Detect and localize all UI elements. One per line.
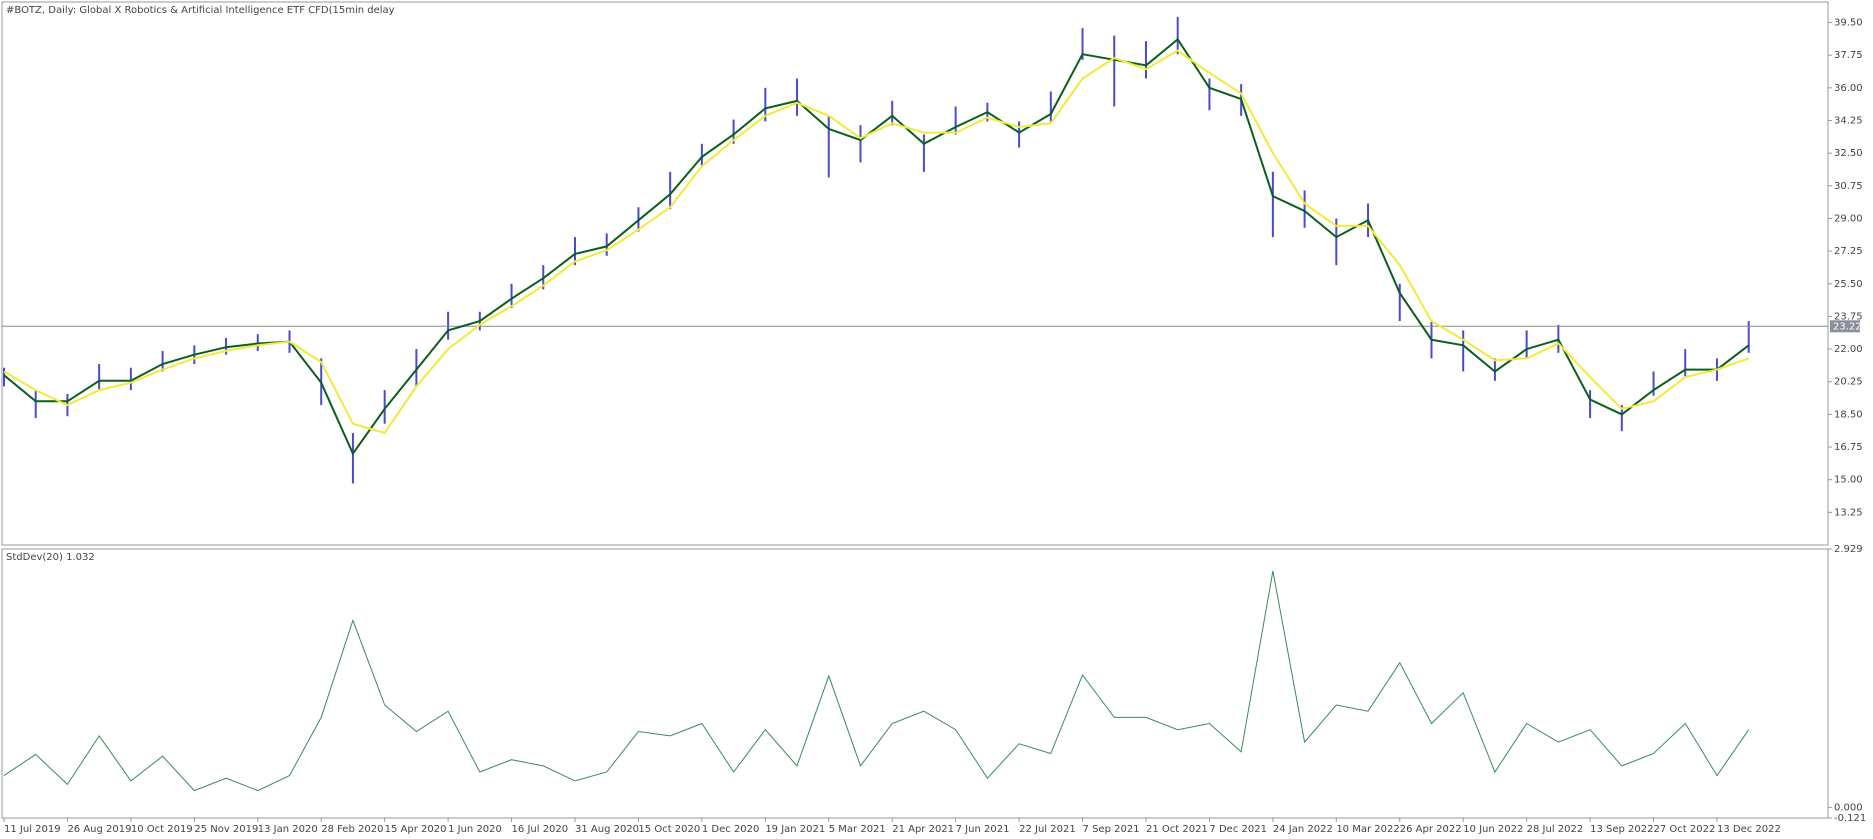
y-tick-label: 34.25 bbox=[1834, 115, 1863, 126]
y-tick-label: 25.50 bbox=[1834, 279, 1863, 290]
y-tick-label: 22.00 bbox=[1834, 344, 1863, 355]
y-tick-label: 15.00 bbox=[1834, 475, 1863, 486]
x-tick-label: 10 Oct 2019 bbox=[131, 824, 193, 835]
main-panel-frame bbox=[1, 1, 1829, 546]
x-tick-label: 13 Jan 2020 bbox=[258, 824, 318, 835]
y-tick-label: 37.75 bbox=[1834, 50, 1863, 61]
x-tick-label: 21 Apr 2021 bbox=[892, 824, 954, 835]
x-tick-label: 19 Jan 2021 bbox=[765, 824, 825, 835]
series-line bbox=[3, 37, 1750, 456]
x-tick-label: 26 Aug 2019 bbox=[67, 824, 131, 835]
x-tick-label: 26 Apr 2022 bbox=[1400, 824, 1462, 835]
x-tick-label: 10 Mar 2022 bbox=[1336, 824, 1399, 835]
x-tick-label: 13 Dec 2022 bbox=[1717, 824, 1781, 835]
y-tick-label: 18.50 bbox=[1834, 409, 1863, 420]
x-tick-label: 15 Oct 2020 bbox=[638, 824, 700, 835]
indicator-title: StdDev(20) 1.032 bbox=[6, 552, 95, 563]
x-tick-label: 31 Aug 2020 bbox=[575, 824, 639, 835]
y-tick-label: 0.000 bbox=[1834, 802, 1863, 813]
x-tick-label: 1 Jun 2020 bbox=[448, 824, 502, 835]
x-tick-label: 15 Apr 2020 bbox=[385, 824, 447, 835]
y-tick-label: 16.75 bbox=[1834, 442, 1863, 453]
y-tick-label: 30.75 bbox=[1834, 181, 1863, 192]
y-tick-label: 29.00 bbox=[1834, 213, 1863, 224]
x-tick-label: 1 Dec 2020 bbox=[702, 824, 760, 835]
x-tick-label: 22 Jul 2021 bbox=[1019, 824, 1076, 835]
x-tick-label: 7 Jun 2021 bbox=[956, 824, 1010, 835]
y-tick-label: 2.929 bbox=[1834, 544, 1863, 555]
indicator-panel-frame bbox=[1, 548, 1829, 819]
y-tick-label: 32.50 bbox=[1834, 148, 1863, 159]
y-tick-label: 36.00 bbox=[1834, 83, 1863, 94]
x-tick-label: 25 Nov 2019 bbox=[194, 824, 258, 835]
x-tick-label: 21 Oct 2021 bbox=[1146, 824, 1208, 835]
x-tick-label: 7 Dec 2021 bbox=[1209, 824, 1267, 835]
series-line bbox=[3, 570, 1750, 792]
x-tick-label: 28 Jul 2022 bbox=[1527, 824, 1584, 835]
x-tick-label: 16 Jul 2020 bbox=[512, 824, 569, 835]
x-tick-label: 24 Jan 2022 bbox=[1273, 824, 1333, 835]
x-tick-label: 11 Jul 2019 bbox=[4, 824, 61, 835]
y-tick-label: -0.121 bbox=[1834, 813, 1866, 824]
x-tick-label: 28 Feb 2020 bbox=[321, 824, 383, 835]
x-tick-label: 5 Mar 2021 bbox=[829, 824, 886, 835]
series-line bbox=[3, 49, 1750, 435]
current-price-box bbox=[1830, 320, 1860, 333]
y-tick-label: 13.25 bbox=[1834, 507, 1863, 518]
y-tick-label: 23.75 bbox=[1834, 311, 1863, 322]
x-tick-label: 27 Oct 2022 bbox=[1654, 824, 1716, 835]
current-price-label: 23.22 bbox=[1833, 321, 1862, 332]
x-tick-label: 10 Jun 2022 bbox=[1463, 824, 1523, 835]
y-tick-label: 20.25 bbox=[1834, 377, 1863, 388]
x-tick-label: 7 Sep 2021 bbox=[1083, 824, 1140, 835]
y-tick-label: 39.50 bbox=[1834, 18, 1863, 29]
y-tick-label: 27.25 bbox=[1834, 246, 1863, 257]
chart-title: #BOTZ, Daily: Global X Robotics & Artifi… bbox=[6, 5, 395, 16]
x-tick-label: 13 Sep 2022 bbox=[1590, 824, 1653, 835]
